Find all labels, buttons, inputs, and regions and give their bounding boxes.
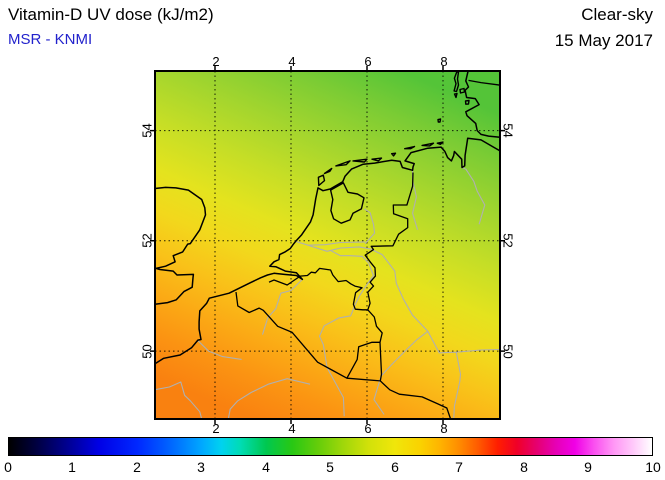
y-tick-right-54: 54 <box>500 123 516 138</box>
cb-label-2: 2 <box>133 459 141 475</box>
x-tick-bottom-6: 6 <box>364 421 372 436</box>
ijsselmeer-path <box>329 182 365 224</box>
map-canvas <box>150 66 505 424</box>
map-area <box>150 66 505 424</box>
cb-label-6: 6 <box>391 459 399 475</box>
dose-field <box>155 71 500 419</box>
y-tick-right-50: 50 <box>500 344 516 359</box>
cb-label-0: 0 <box>4 459 12 475</box>
x-tick-top-2: 2 <box>212 54 220 69</box>
axis-ticks <box>150 66 505 424</box>
cb-label-5: 5 <box>326 459 334 475</box>
cb-label-9: 9 <box>584 459 592 475</box>
colorbar <box>8 437 653 456</box>
y-tick-left-54: 54 <box>139 123 155 138</box>
country-borders-path <box>235 79 501 420</box>
cb-label-4: 4 <box>262 459 270 475</box>
cb-label-1: 1 <box>68 459 76 475</box>
map-frame <box>154 70 501 420</box>
cb-label-3: 3 <box>197 459 205 475</box>
rivers-path <box>154 166 501 420</box>
cb-label-7: 7 <box>455 459 463 475</box>
england-coast-path <box>154 186 207 306</box>
source-label: MSR - KNMI <box>8 31 93 48</box>
y-tick-right-52: 52 <box>500 233 516 248</box>
x-tick-top-4: 4 <box>288 54 296 69</box>
graticule <box>155 71 500 419</box>
y-tick-left-52: 52 <box>139 233 155 248</box>
cb-label-8: 8 <box>520 459 528 475</box>
y-tick-left-50: 50 <box>139 344 155 359</box>
colorbar-gradient <box>9 438 652 455</box>
coastline-path <box>154 70 501 365</box>
islands-path <box>317 71 470 187</box>
x-tick-top-6: 6 <box>364 54 372 69</box>
condition-label: Clear-sky <box>581 5 653 24</box>
x-tick-bottom-2: 2 <box>212 421 220 436</box>
x-tick-top-8: 8 <box>440 54 448 69</box>
date-label: 15 May 2017 <box>554 31 653 50</box>
cb-label-10: 10 <box>645 459 661 475</box>
page-title: Vitamin-D UV dose (kJ/m2) <box>8 5 214 24</box>
x-tick-bottom-8: 8 <box>440 421 448 436</box>
x-tick-bottom-4: 4 <box>288 421 296 436</box>
